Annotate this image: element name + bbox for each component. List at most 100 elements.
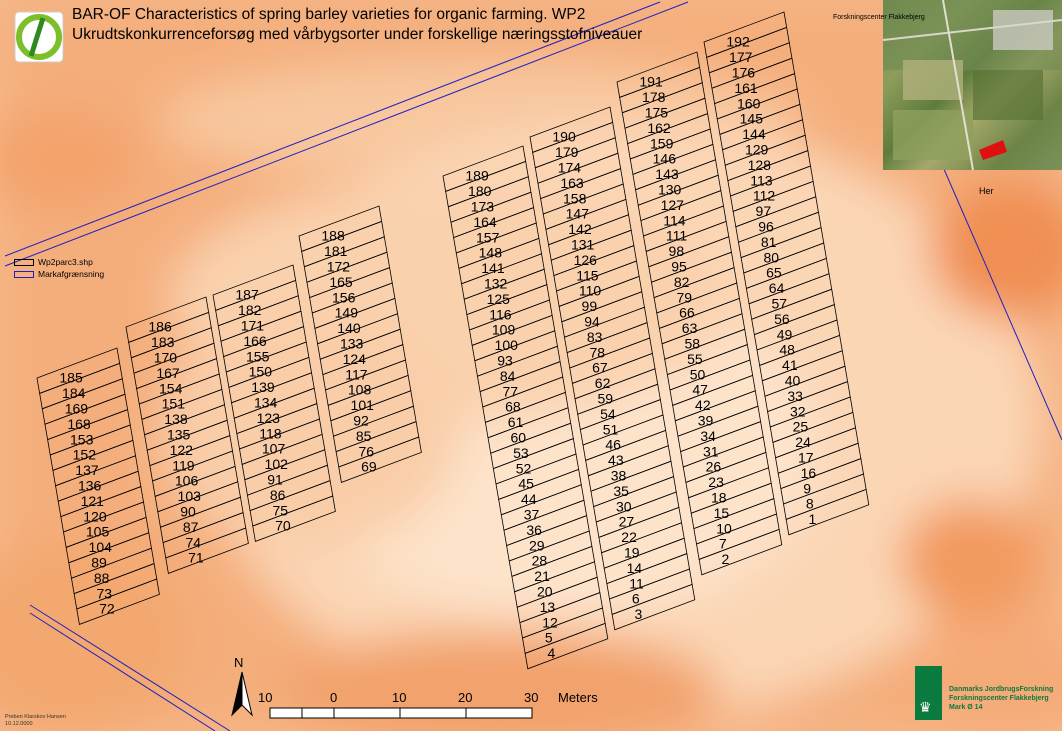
plot-block: 1861831701671541511381351221191061039087… [125, 296, 249, 574]
plot-number: 159 [650, 135, 674, 151]
plot-cell [252, 495, 336, 542]
legend: Wp2parc3.shp Markafgrænsning [14, 256, 104, 280]
plot-number: 109 [492, 322, 516, 338]
plot-number: 72 [99, 601, 115, 617]
plot-number: 4 [548, 645, 556, 661]
plot-number: 108 [348, 382, 372, 398]
plot-block: 1921771761611601451441291281131129796818… [703, 11, 870, 536]
plot-number: 101 [351, 397, 375, 413]
plot-number: 151 [162, 396, 186, 412]
plot-number: 149 [335, 305, 359, 321]
plot-number: 152 [73, 447, 97, 463]
map-title: BAR-OF Characteristics of spring barley … [72, 6, 586, 23]
plot-block: 1891801731641571481411321251161091009384… [442, 145, 609, 670]
author-credit: Preben Klarskov Hansen 10.12.0000 [5, 714, 66, 728]
plot-number: 141 [481, 260, 505, 276]
site-marker [979, 140, 1007, 160]
plot-number: 180 [468, 183, 492, 199]
plot-block: 1881811721651561491401331241171081019285… [298, 205, 422, 483]
plot-block: 1871821711661551501391341231181071029186… [212, 264, 336, 542]
plot-number: 163 [560, 175, 584, 191]
north-label: N [234, 655, 243, 670]
north-arrow: N [231, 655, 253, 717]
barof-logo [13, 10, 65, 64]
org-line: Mark Ø 14 [949, 704, 983, 711]
legend-item: Wp2parc3.shp [14, 256, 104, 268]
plot-cell [698, 528, 783, 576]
plot-number: 107 [262, 441, 286, 457]
field-boundary [4, 1, 1062, 731]
org-line: Forskningscenter Flakkebjerg [949, 695, 1049, 702]
plot-number: 191 [639, 74, 663, 90]
plot-number: 124 [343, 351, 367, 367]
plot-number: 190 [552, 129, 576, 145]
plot-number: 138 [164, 411, 188, 427]
plot-number: 174 [558, 159, 582, 175]
plot-number: 115 [576, 267, 599, 283]
plot-number: 3 [635, 606, 643, 622]
plot-number: 171 [241, 317, 265, 333]
plot-number: 184 [62, 385, 86, 401]
plot-number: 187 [235, 287, 259, 303]
plot-number: 118 [259, 425, 282, 441]
plot-number: 128 [748, 157, 772, 173]
plot-number: 183 [151, 334, 175, 350]
scale-label: 0 [330, 690, 337, 705]
plot-number: 121 [81, 493, 105, 509]
plot-number: 188 [321, 228, 345, 244]
plot-number: 167 [156, 365, 180, 381]
legend-label: Markafgrænsning [38, 269, 105, 279]
scale-unit: Meters [558, 690, 598, 705]
plot-number: 8 [806, 496, 814, 512]
plot-number: 70 [275, 518, 291, 534]
plot-number: 137 [75, 462, 99, 478]
plot-number: 182 [238, 302, 262, 318]
plot-number: 170 [154, 349, 178, 365]
plot-number: 105 [86, 524, 110, 540]
plot-number: 142 [568, 221, 592, 237]
plot-cell [785, 488, 870, 536]
plot-number: 186 [148, 319, 172, 335]
plot-number: 104 [89, 539, 113, 555]
plot-number: 126 [574, 252, 598, 268]
plot-number: 110 [579, 283, 602, 299]
plot-number: 143 [655, 166, 679, 182]
location-inset-map [883, 0, 1062, 170]
plot-number: 116 [489, 306, 512, 322]
plot-number: 112 [753, 188, 776, 204]
author-date: 10.12.0000 [5, 721, 33, 727]
plot-number: 192 [726, 34, 750, 50]
plot-number: 148 [479, 245, 503, 261]
plot-number: 160 [737, 95, 761, 111]
plot-number: 106 [175, 473, 199, 489]
plot-number: 7 [719, 536, 727, 552]
plot-number: 129 [745, 141, 769, 157]
plot-number: 71 [188, 550, 204, 566]
plot-block: 1851841691681531521371361211201051048988… [36, 347, 160, 625]
scale-label: 30 [524, 690, 538, 705]
plot-number: 119 [172, 457, 195, 473]
plot-number: 157 [476, 229, 500, 245]
organization-credit: Danmarks JordbrugsForskning Forskningsce… [949, 685, 1053, 712]
plot-cell [165, 527, 249, 574]
plot-number: 165 [329, 274, 353, 290]
plot-number: 139 [251, 379, 275, 395]
plot-number: 100 [495, 337, 519, 353]
plot-number: 120 [83, 508, 107, 524]
plot-number: 144 [742, 126, 766, 142]
svg-text:♛: ♛ [919, 700, 932, 716]
plot-number: 114 [663, 212, 686, 228]
plot-cell [76, 578, 160, 625]
plot-number: 162 [647, 120, 671, 136]
plot-number: 156 [332, 289, 356, 305]
plot-layer: 1851841691681531521371361211201051048988… [36, 11, 870, 670]
plot-number: 178 [642, 89, 666, 105]
plot-number: 132 [484, 275, 508, 291]
plot-number: 123 [257, 410, 281, 426]
plot-number: 117 [345, 366, 368, 382]
plot-number: 154 [159, 380, 183, 396]
plot-number: 176 [732, 64, 756, 80]
org-line: Danmarks JordbrugsForskning [949, 686, 1054, 693]
scale-bar: 10 0 10 20 30 Meters [258, 690, 598, 719]
plot-number: 146 [653, 151, 677, 167]
